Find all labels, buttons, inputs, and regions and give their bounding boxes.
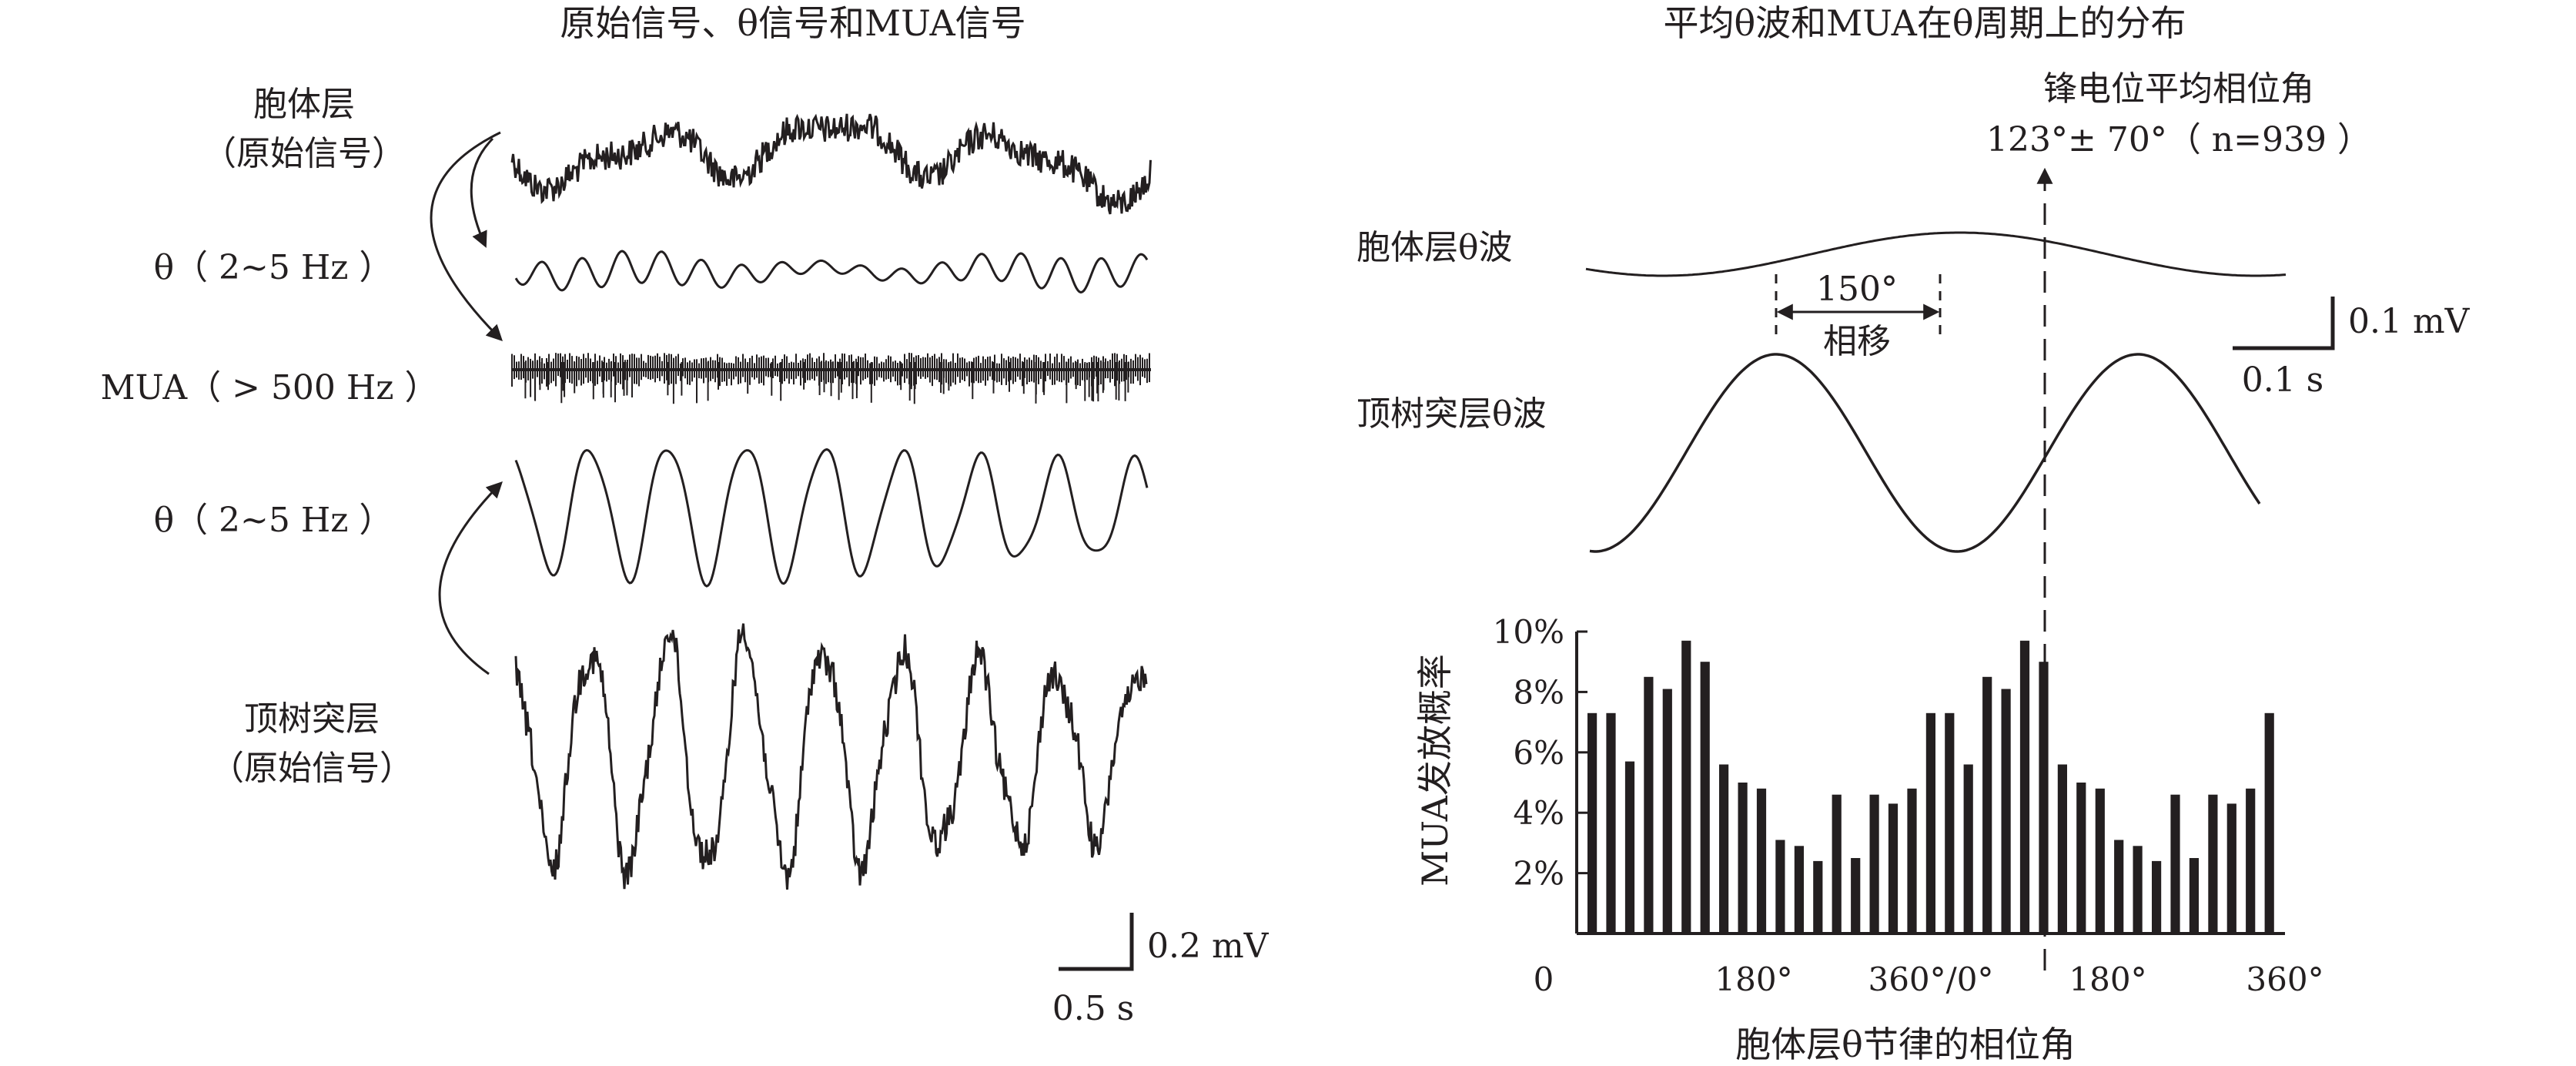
label-mua: MUA（ > 500 Hz ） (101, 368, 439, 407)
soma-theta-trace (514, 250, 1149, 294)
dend-wave-label: 顶树突层θ波 (1357, 394, 1547, 434)
right-scalebar (2233, 297, 2335, 350)
mua-trace (511, 353, 1150, 404)
arrow-dend-to-theta (438, 481, 503, 675)
left-panel-title: 原始信号、θ信号和MUA信号 (560, 2, 1025, 44)
arrow-soma-to-theta (470, 137, 494, 248)
histogram-xlabel: 胞体层θ节律的相位角 (1735, 1024, 2076, 1065)
histogram-bar (2057, 764, 2067, 934)
histogram-bar (2226, 803, 2236, 934)
histogram-bar (1982, 676, 1992, 934)
label-theta-2: θ（ 2~5 Hz ） (154, 501, 393, 540)
dend-theta-average-wave (1589, 353, 2261, 553)
label-theta-1: θ（ 2~5 Hz ） (154, 248, 393, 287)
histogram-bar (2152, 860, 2162, 934)
phase-shift-text: 相移 (1823, 322, 1891, 361)
dend-raw-trace (514, 623, 1148, 890)
x-tick-label: 360° (2246, 960, 2323, 998)
average-theta-waves (1585, 231, 2287, 553)
y-tick-label: 10% (1493, 613, 1564, 651)
right-scalebar-time: 0.1 s (2242, 360, 2324, 400)
phase-shift-value: 150° (1816, 270, 1898, 309)
histogram-bar (2039, 662, 2049, 934)
left-traces (510, 113, 1152, 890)
right-scalebar-amplitude: 0.1 mV (2348, 302, 2471, 341)
x-tick-label: 180° (2069, 960, 2146, 998)
y-tick-label: 4% (1513, 794, 1564, 832)
histogram-bar (1681, 640, 1691, 934)
right-panel-title: 平均θ波和MUA在θ周期上的分布 (1663, 2, 2186, 44)
arrow-soma-to-mua (430, 131, 503, 341)
y-tick-label: 8% (1513, 673, 1564, 711)
histogram-bar (1662, 689, 1672, 934)
histogram-bar (1719, 764, 1729, 934)
histogram-bar (1945, 712, 1955, 934)
histogram-bar (1606, 712, 1616, 934)
histogram-bar (2076, 783, 2086, 934)
histogram-bar (2133, 846, 2143, 934)
histogram-bar (2095, 788, 2105, 934)
histogram-bar (1963, 764, 1973, 934)
label-dend-raw-sub: （原始信号） (210, 749, 413, 788)
histogram-bar (1738, 783, 1748, 934)
soma-wave-label: 胞体层θ波 (1357, 228, 1513, 267)
histogram-bar (1925, 712, 1935, 934)
label-dend-raw: 顶树突层 (244, 699, 380, 739)
dend-theta-trace (514, 448, 1149, 588)
histogram-ylabel: MUA发放概率 (1414, 654, 1456, 887)
label-soma-raw: 胞体层 (253, 85, 355, 124)
histogram-bar (2114, 840, 2124, 934)
histogram-bar (2001, 689, 2011, 934)
x-origin-label: 0 (1534, 960, 1554, 998)
histogram-bar (1756, 788, 1767, 934)
histogram-bar (1869, 794, 1879, 934)
y-tick-label: 2% (1513, 855, 1564, 893)
histogram-bar (1624, 761, 1635, 934)
left-scalebar (1059, 913, 1134, 971)
histogram-bar (2208, 794, 2218, 934)
x-tick-label: 180° (1715, 960, 1792, 998)
soma-theta-average-wave (1585, 231, 2287, 277)
label-soma-raw-sub: （原始信号） (202, 134, 406, 173)
histogram-bar (1644, 676, 1654, 934)
histogram-bar (1775, 840, 1785, 934)
spike-phase-value: 123°± 70°（ n=939 ） (1986, 120, 2371, 159)
histogram-bar (1794, 846, 1804, 934)
left-scalebar-time: 0.5 s (1052, 989, 1135, 1028)
spike-phase-label: 锋电位平均相位角 (2043, 69, 2314, 109)
x-tick-label: 360°/0° (1868, 960, 1993, 998)
histogram-bar (1813, 860, 1823, 934)
histogram-bar (1888, 803, 1899, 934)
histogram-bar (1700, 662, 1710, 934)
histogram-bar (1851, 858, 1861, 934)
histogram-bar (1907, 788, 1917, 934)
histogram-bar (2019, 640, 2030, 934)
mua-histogram: 10% 8% 6% 4% 2% 0 180° 360°/0° 180° 360° (1493, 613, 2324, 998)
soma-raw-trace (510, 113, 1152, 215)
y-tick-label: 6% (1513, 734, 1564, 772)
histogram-bar (1832, 794, 1842, 934)
histogram-bar (2170, 794, 2180, 934)
left-scalebar-amplitude: 0.2 mV (1147, 927, 1270, 966)
histogram-bar (1587, 712, 1597, 934)
histogram-bar (2189, 858, 2199, 934)
histogram-bar (2246, 788, 2256, 934)
histogram-bar (2264, 712, 2274, 934)
